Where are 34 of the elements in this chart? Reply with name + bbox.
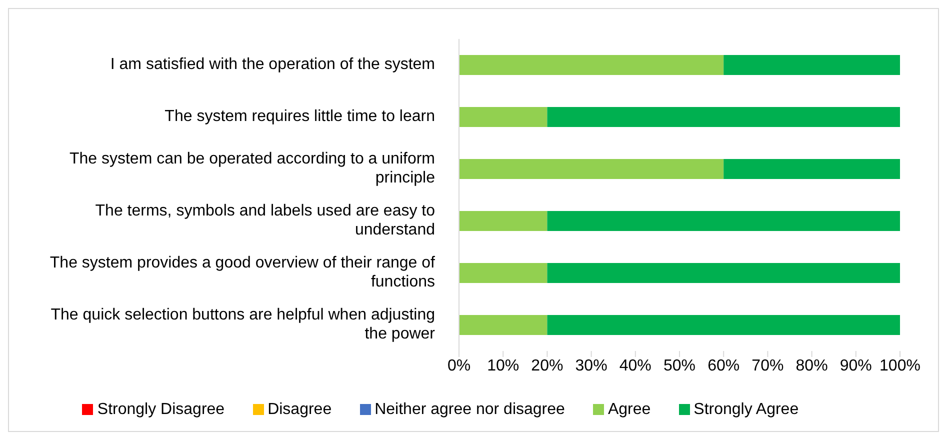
- bar: [547, 315, 900, 335]
- y-tick-label: The system can be operated according to a uniform principle: [69, 150, 436, 187]
- x-tick-label: 40%: [619, 357, 652, 374]
- legend-label: Strongly Agree: [694, 401, 799, 418]
- y-tick-label: I am satisfied with the operation of the system: [110, 56, 435, 74]
- x-tick-label: 30%: [575, 357, 608, 374]
- x-tick-label: 60%: [708, 357, 740, 374]
- bar: [459, 159, 724, 179]
- x-tick-label: 100%: [880, 357, 920, 374]
- bar: [547, 107, 900, 127]
- x-tick-label: 80%: [796, 357, 828, 374]
- legend-label: Agree: [608, 401, 651, 418]
- bar: [724, 159, 900, 179]
- x-tick-label: 90%: [840, 357, 872, 374]
- bar: [547, 211, 900, 231]
- y-tick-label: The system provides a good overview of their range of functions: [50, 254, 436, 291]
- x-tick-label: 70%: [752, 357, 784, 374]
- bar: [459, 263, 548, 283]
- y-tick-label: The system requires little time to learn: [164, 108, 435, 126]
- y-tick-label: The terms, symbols and labels used are easy to understand: [95, 202, 436, 239]
- bar: [547, 263, 900, 283]
- x-tick-label: 20%: [531, 357, 564, 374]
- x-tick-label: 50%: [663, 357, 696, 374]
- bar: [459, 55, 724, 75]
- y-tick-label: The quick selection buttons are helpful when adjusting the power: [50, 306, 436, 343]
- x-tick-label: 10%: [487, 357, 520, 374]
- legend-label: Disagree: [268, 401, 332, 418]
- bar: [459, 107, 548, 127]
- legend-label: Neither agree nor disagree: [374, 401, 565, 418]
- legend-label: Strongly Disagree: [97, 401, 225, 418]
- bar: [459, 211, 548, 231]
- x-tick-label: 0%: [447, 357, 471, 374]
- bar: [459, 315, 548, 335]
- bar: [724, 55, 900, 75]
